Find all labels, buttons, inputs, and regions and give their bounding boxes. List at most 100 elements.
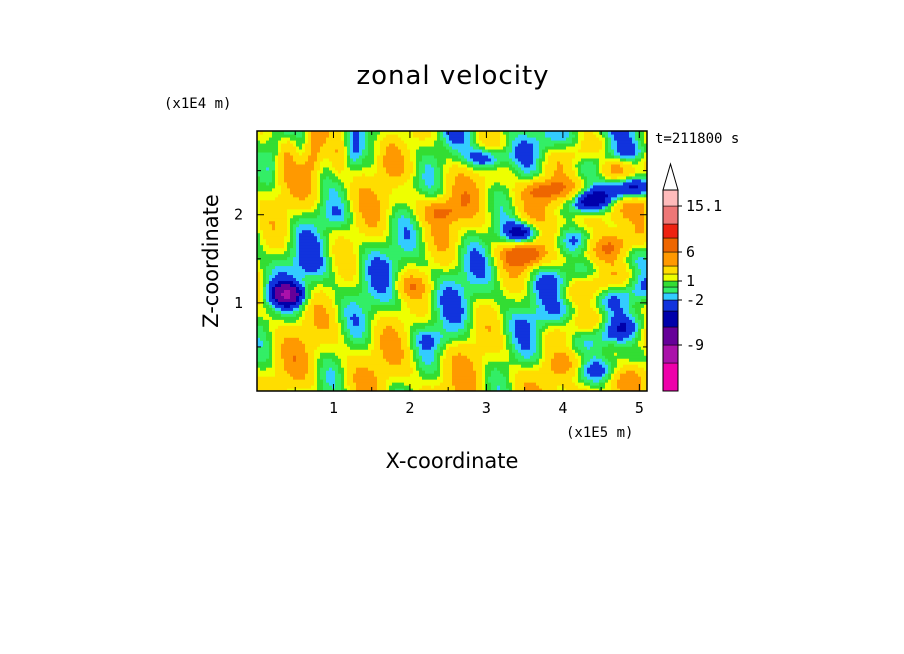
field-cell [362,148,366,153]
field-cell [323,298,327,302]
field-cell [299,166,303,171]
field-cell [305,340,309,344]
field-cell [281,286,285,290]
field-cell [311,388,315,391]
field-cell [314,379,318,383]
field-cell [341,385,345,389]
field-cell [344,214,348,219]
field-cell [380,313,384,317]
field-cell [383,178,387,183]
field-cell [308,154,312,159]
field-cell [368,217,372,222]
field-cell [305,322,309,326]
field-cell [278,346,282,350]
field-cell [269,319,273,323]
field-cell [341,292,345,296]
field-cell [353,205,357,210]
field-cell [362,131,366,135]
field-cell [350,190,354,195]
field-cell [368,277,372,282]
field-cell [359,340,363,344]
field-cell [404,346,408,350]
field-cell [401,286,405,290]
field-cell [305,133,309,138]
field-cell [368,343,372,347]
field-cell [296,193,300,198]
field-cell [341,301,345,305]
field-cell [398,271,402,276]
field-cell [425,352,429,356]
field-cell [422,286,426,290]
field-cell [257,385,261,389]
field-cell [326,382,330,386]
field-cell [332,364,336,368]
field-cell [395,262,399,267]
field-cell [269,217,273,222]
field-cell [308,220,312,225]
field-cell [302,262,306,267]
field-cell [305,364,309,368]
field-cell [377,181,381,186]
field-cell [359,193,363,198]
field-cell [338,244,342,249]
field-cell [368,196,372,201]
field-cell [287,196,291,201]
field-cell [374,217,378,222]
field-cell [305,355,309,359]
field-cell [263,328,267,332]
field-cell [278,364,282,368]
field-cell [341,334,345,338]
field-cell [350,193,354,198]
field-cell [410,199,414,204]
field-cell [341,172,345,177]
field-cell [323,313,327,317]
field-cell [407,283,411,287]
field-cell [296,358,300,362]
field-cell [287,355,291,359]
field-cell [281,343,285,347]
field-cell [338,169,342,174]
field-cell [281,196,285,201]
field-cell [305,169,309,174]
field-cell [317,220,321,225]
field-cell [383,247,387,252]
field-cell [404,199,408,204]
field-cell [380,334,384,338]
field-cell [425,232,429,237]
field-cell [293,283,297,287]
field-cell [362,172,366,177]
field-cell [383,292,387,296]
field-cell [386,244,390,249]
field-cell [410,313,414,317]
field-cell [344,199,348,204]
field-cell [368,304,372,308]
field-cell [305,163,309,168]
field-cell [284,205,288,210]
field-cell [389,259,393,264]
field-cell [419,247,423,252]
field-cell [344,379,348,383]
field-cell [422,310,426,314]
field-cell [284,370,288,374]
field-cell [392,373,396,377]
field-cell [380,319,384,323]
field-cell [332,268,336,273]
field-cell [353,340,357,344]
field-cell [419,346,423,350]
field-cell [296,217,300,222]
field-cell [272,211,276,216]
field-cell [278,199,282,204]
field-cell [359,181,363,186]
field-cell [263,131,267,135]
field-cell [323,316,327,320]
field-cell [359,346,363,350]
field-cell [362,361,366,365]
field-cell [386,247,390,252]
field-cell [353,131,357,135]
field-cell [287,169,291,174]
field-cell [413,196,417,201]
field-cell [350,229,354,234]
field-cell [299,247,303,252]
field-cell [260,142,264,147]
field-cell [314,175,318,180]
